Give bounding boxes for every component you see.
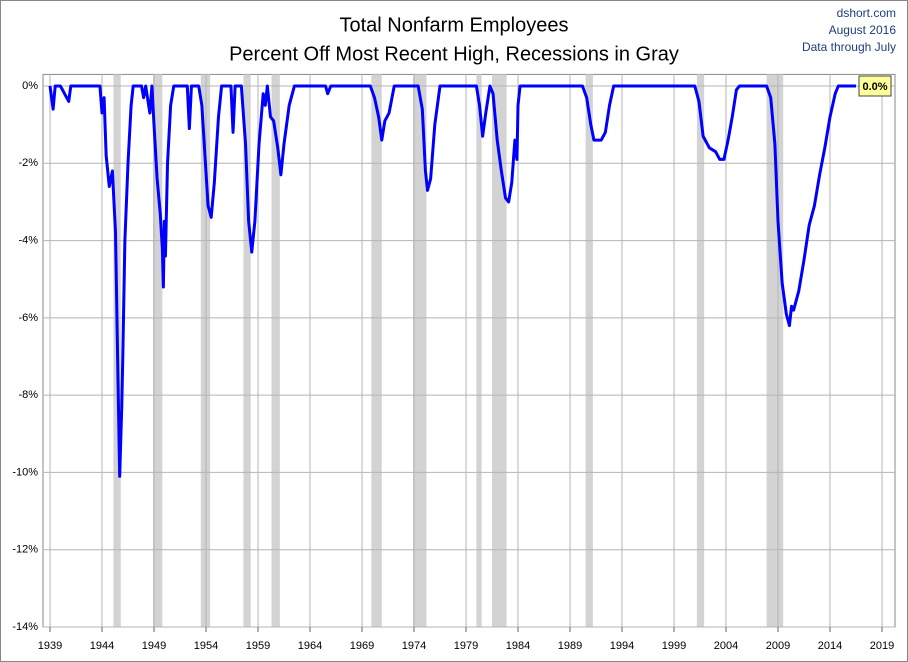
- chart-subtitle: Percent Off Most Recent High, Recessions…: [229, 43, 679, 65]
- x-tick-label: 1939: [38, 640, 62, 652]
- y-tick-label: -4%: [18, 234, 38, 246]
- chart-title: Total Nonfarm Employees: [340, 14, 569, 36]
- x-tick-label: 1994: [610, 640, 634, 652]
- x-tick-label: 1999: [662, 640, 686, 652]
- x-tick-label: 1979: [454, 640, 478, 652]
- source-text: Data through July: [802, 40, 896, 54]
- recession-band: [371, 74, 382, 627]
- x-tick-label: 1944: [90, 640, 114, 652]
- recession-band: [492, 74, 507, 627]
- x-tick-label: 2019: [870, 640, 894, 652]
- y-tick-label: -8%: [18, 389, 38, 401]
- y-tick-label: -10%: [12, 466, 38, 478]
- x-tick-label: 2004: [714, 640, 738, 652]
- x-tick-label: 2009: [766, 640, 790, 652]
- recession-band: [243, 74, 251, 627]
- x-tick-label: 1984: [506, 640, 530, 652]
- x-tick-label: 1954: [194, 640, 218, 652]
- x-tick-label: 1959: [246, 640, 270, 652]
- recession-band: [200, 74, 211, 627]
- source-text: dshort.com: [837, 6, 896, 20]
- annotation-box: [858, 75, 892, 97]
- source-text: August 2016: [829, 23, 897, 37]
- recession-band: [585, 74, 593, 627]
- x-tick-label: 2014: [818, 640, 842, 652]
- y-tick-label: -6%: [18, 312, 38, 324]
- x-tick-label: 1969: [350, 640, 374, 652]
- x-tick-label: 1974: [402, 640, 426, 652]
- annotation-label: 0.0%: [862, 81, 887, 93]
- x-tick-label: 1989: [558, 640, 582, 652]
- y-tick-label: 0%: [22, 80, 38, 92]
- recession-band: [412, 74, 427, 627]
- recession-band: [476, 74, 482, 627]
- y-tick-label: -12%: [12, 544, 38, 556]
- recession-band: [271, 74, 280, 627]
- data-line: [48, 84, 856, 478]
- recession-band: [152, 74, 163, 627]
- recession-band: [696, 74, 705, 627]
- x-tick-label: 1949: [142, 640, 166, 652]
- x-tick-label: 1964: [298, 640, 322, 652]
- y-tick-label: -14%: [12, 621, 38, 633]
- plot-background: [42, 73, 896, 628]
- y-tick-label: -2%: [18, 157, 38, 169]
